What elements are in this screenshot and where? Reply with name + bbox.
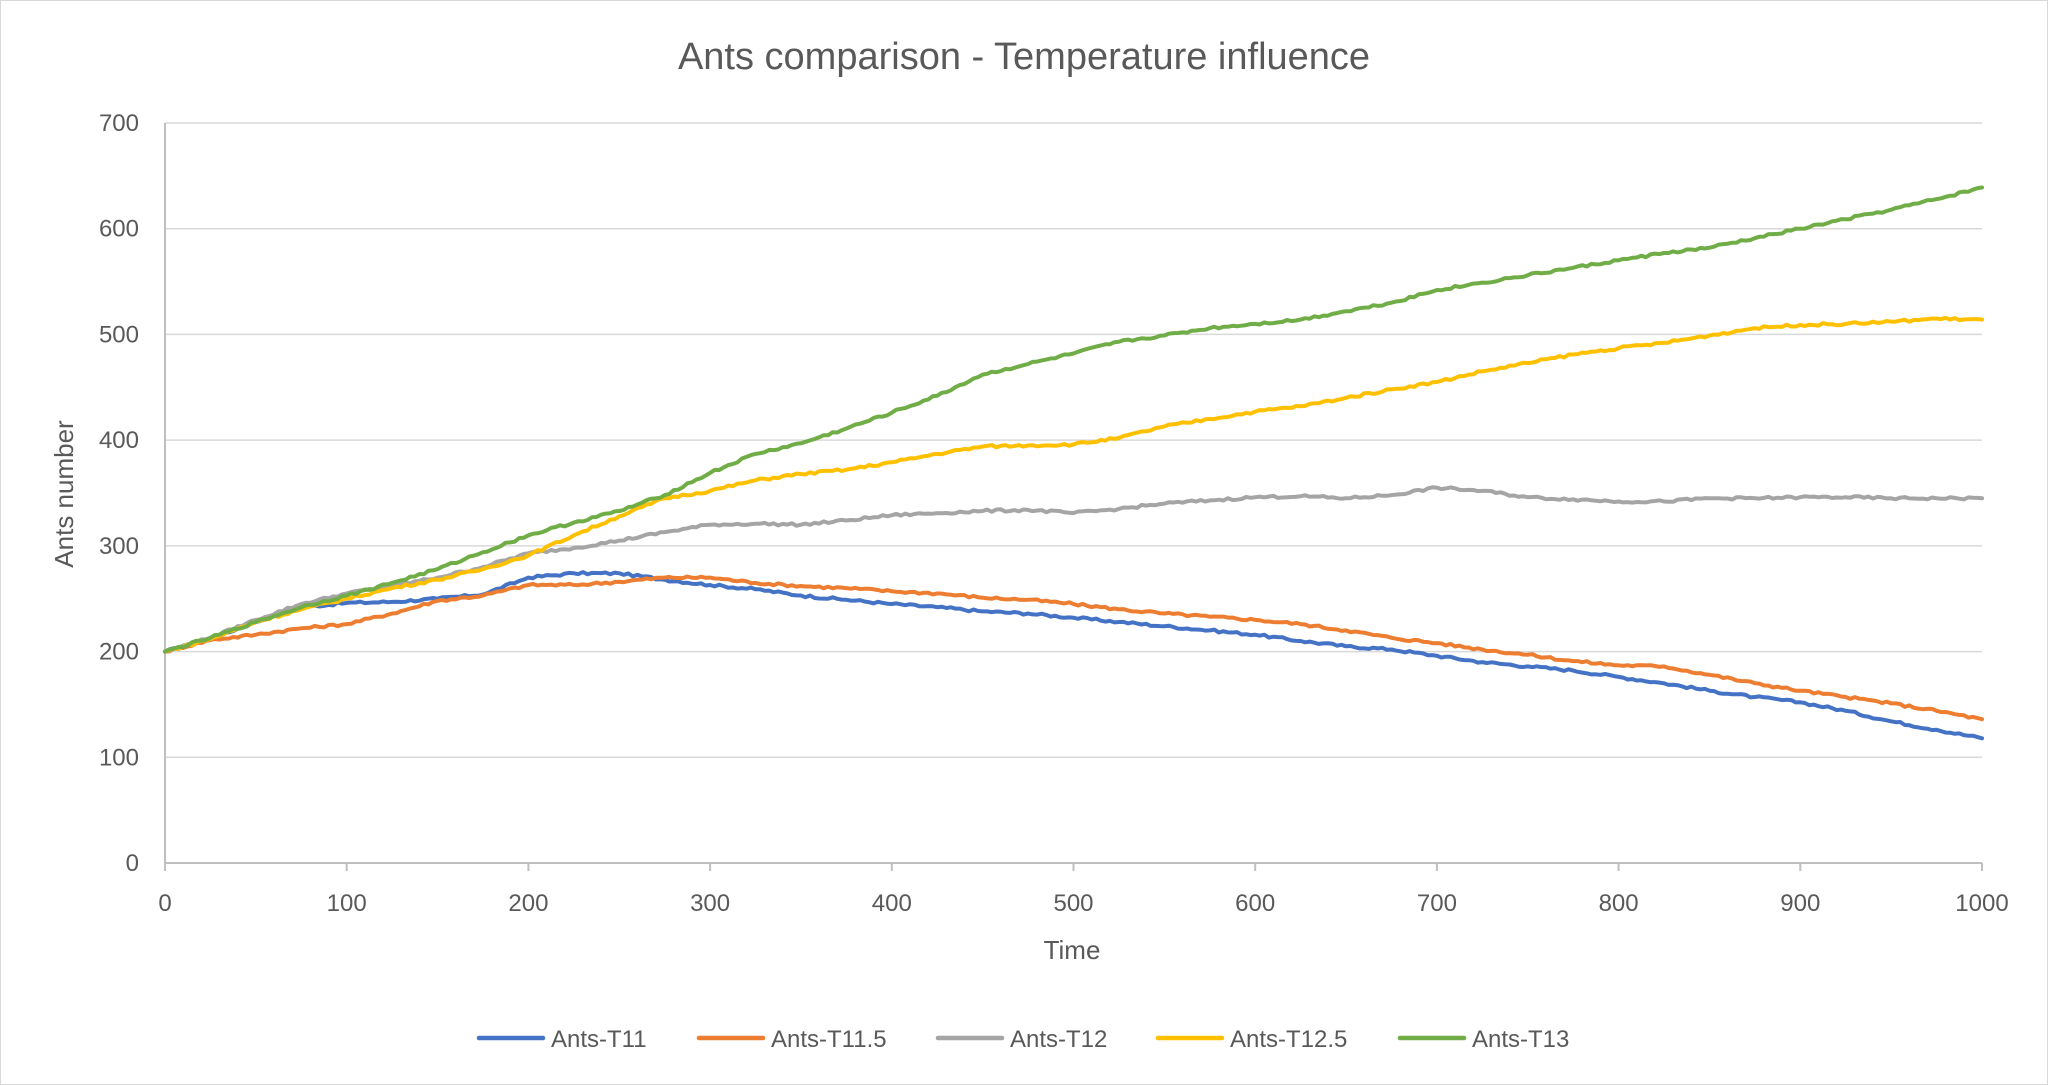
y-tick-label: 500: [99, 321, 139, 348]
x-tick-label: 300: [690, 890, 730, 917]
legend-label: Ants-T12: [1010, 1026, 1107, 1053]
series-line-ants-t11-5: [163, 574, 1984, 722]
legend-item-ants-t11-5: Ants-T11.5: [696, 1026, 887, 1053]
series-lines: [163, 185, 1984, 741]
y-tick-label: 600: [99, 216, 139, 243]
x-axis-title: Time: [1044, 935, 1101, 965]
series-line-ants-t13: [163, 185, 1984, 654]
legend-item-ants-t12: Ants-T12: [935, 1026, 1107, 1053]
y-tick-label: 400: [99, 427, 139, 454]
x-tick-label: 200: [508, 890, 548, 917]
x-tick-label: 900: [1780, 890, 1820, 917]
y-tick-label: 100: [99, 744, 139, 771]
legend-label: Ants-T12.5: [1230, 1026, 1347, 1053]
chart-title: Ants comparison - Temperature influence: [678, 36, 1370, 78]
x-tick-label: 600: [1235, 890, 1275, 917]
legend-label: Ants-T11: [551, 1026, 647, 1053]
legend-label: Ants-T13: [1472, 1026, 1569, 1053]
y-tick-label: 0: [126, 850, 139, 877]
x-tick-label: 1000: [1955, 890, 2008, 917]
legend-label: Ants-T11.5: [771, 1026, 887, 1053]
y-axis-title: Ants number: [49, 420, 79, 568]
x-tick-label: 500: [1053, 890, 1093, 917]
x-tick-label: 400: [872, 890, 912, 917]
x-tick-label: 800: [1599, 890, 1639, 917]
y-tick-label: 700: [99, 110, 139, 137]
legend: Ants-T11 Ants-T11.5 Ants-T12 Ants-T12.5 Ants…: [476, 1026, 1569, 1053]
x-tick-label: 100: [327, 890, 367, 917]
y-tick-label: 200: [99, 639, 139, 666]
series-line-ants-t11: [163, 570, 1984, 741]
legend-item-ants-t11: Ants-T11: [476, 1026, 647, 1053]
series-line-ants-t12-5: [163, 315, 1984, 654]
legend-item-ants-t12-5: Ants-T12.5: [1155, 1026, 1347, 1053]
axes: 0 100 200 300 400 500 600 700 800 900 1000 0 100 200 3…: [99, 110, 2009, 917]
gridlines: [165, 122, 1982, 759]
y-tick-label: 300: [99, 533, 139, 560]
legend-item-ants-t13: Ants-T13: [1397, 1026, 1569, 1053]
x-tick-label: 700: [1417, 890, 1457, 917]
x-tick-label: 0: [158, 890, 171, 917]
